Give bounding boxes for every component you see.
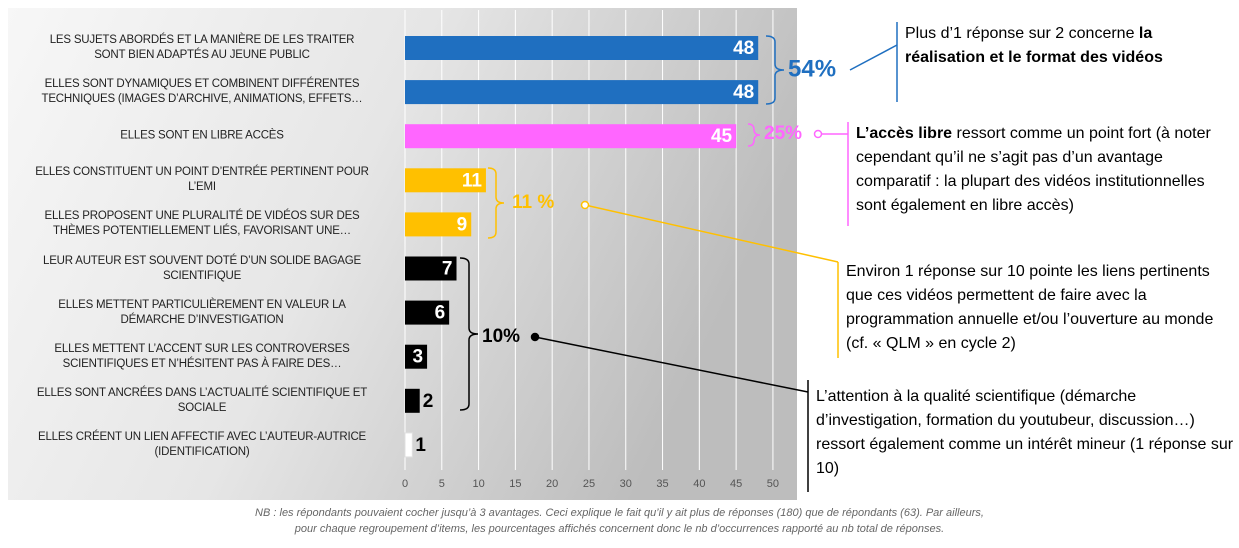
bar (405, 300, 450, 325)
x-tick-label: 45 (730, 478, 742, 490)
callout-part: ressort comme un point fort (à noter cep… (856, 125, 1211, 214)
bar (404, 432, 413, 458)
group-percentage: 10% (482, 326, 520, 347)
connector (534, 336, 809, 393)
callout-part: Plus d’1 réponse sur 2 concerne (905, 25, 1139, 42)
category-label: LES SUJETS ABORDÉS ET LA MANIÈRE DE LES … (49, 34, 355, 61)
value-label: 48 (733, 82, 754, 103)
group-percentage: 25% (764, 123, 802, 144)
callout-part: Environ 1 réponse sur 10 pointe les lien… (846, 263, 1214, 352)
brace (747, 123, 761, 147)
callout-text: L’attention à la qualité scientifique (d… (816, 385, 1236, 481)
bar (405, 256, 457, 281)
value-label: 11 (462, 170, 483, 191)
value-label: 9 (457, 214, 468, 235)
category-label: ELLES SONT ANCRÉES DANS L’ACTUALITÉ SCIE… (36, 386, 368, 414)
bar (405, 212, 472, 237)
x-tick-label: 40 (693, 478, 705, 490)
bar (405, 36, 759, 60)
x-tick-label: 20 (546, 478, 558, 490)
x-tick-label: 35 (656, 478, 668, 490)
footnote: NB : les répondants pouvaient cocher jus… (255, 507, 984, 535)
group-percentage: 11 % (512, 192, 554, 213)
category-label: ELLES CONSTITUENT UN POINT D’ENTRÉE PERT… (35, 166, 369, 194)
x-tick-label: 50 (767, 478, 779, 490)
value-label: 3 (412, 347, 423, 368)
x-tick-label: 30 (620, 478, 632, 490)
category-label: ELLES SONT EN LIBRE ACCÈS (120, 129, 284, 142)
x-tick-label: 5 (439, 478, 445, 490)
connector-dot (580, 200, 590, 210)
callout-text: Environ 1 réponse sur 10 pointe les lien… (846, 260, 1236, 356)
bar (405, 80, 759, 105)
brace (459, 257, 479, 411)
value-label: 6 (435, 303, 446, 324)
callout-text: Plus d’1 réponse sur 2 concerne la réali… (905, 22, 1223, 70)
bar (405, 344, 428, 369)
value-label: 1 (415, 435, 426, 456)
callout-text: L’accès libre ressort comme un point for… (856, 122, 1236, 218)
x-tick-label: 15 (509, 478, 521, 490)
callout-part: L’attention à la qualité scientifique (d… (816, 388, 1234, 477)
category-label: ELLES PROPOSENT UNE PLURALITÉ DE VIDÉOS … (44, 210, 360, 238)
x-tick-label: 25 (583, 478, 595, 490)
group-percentage: 54% (788, 55, 836, 82)
connector (584, 204, 839, 263)
connector-dot (813, 129, 823, 139)
brace (765, 35, 785, 105)
bar (405, 124, 737, 149)
callout-part: L’accès libre (856, 125, 953, 142)
brace (487, 167, 505, 239)
value-label: 2 (423, 391, 434, 412)
category-label: LEUR AUTEUR EST SOUVENT DOTÉ D’UN SOLIDE… (43, 254, 361, 282)
category-label: ELLES SONT DYNAMIQUES ET COMBINENT DIFFÉ… (41, 78, 363, 106)
value-label: 45 (711, 126, 733, 147)
bar (405, 168, 486, 193)
value-label: 48 (733, 38, 754, 59)
x-tick-label: 10 (472, 478, 484, 490)
connector (849, 44, 898, 71)
category-label: ELLES METTENT PARTICULIÈREMENT EN VALEUR… (58, 298, 346, 326)
bar (405, 388, 420, 413)
category-label: ELLES METTENT L’ACCENT SUR LES CONTROVER… (54, 342, 350, 370)
category-label: ELLES CRÉENT UN LIEN AFFECTIF AVEC L’AUT… (37, 430, 367, 458)
callout-part: la réalisation et le format des vidéos (905, 25, 1163, 66)
connector-dot (530, 332, 540, 342)
x-tick-label: 0 (402, 478, 408, 490)
value-label: 7 (442, 259, 453, 280)
